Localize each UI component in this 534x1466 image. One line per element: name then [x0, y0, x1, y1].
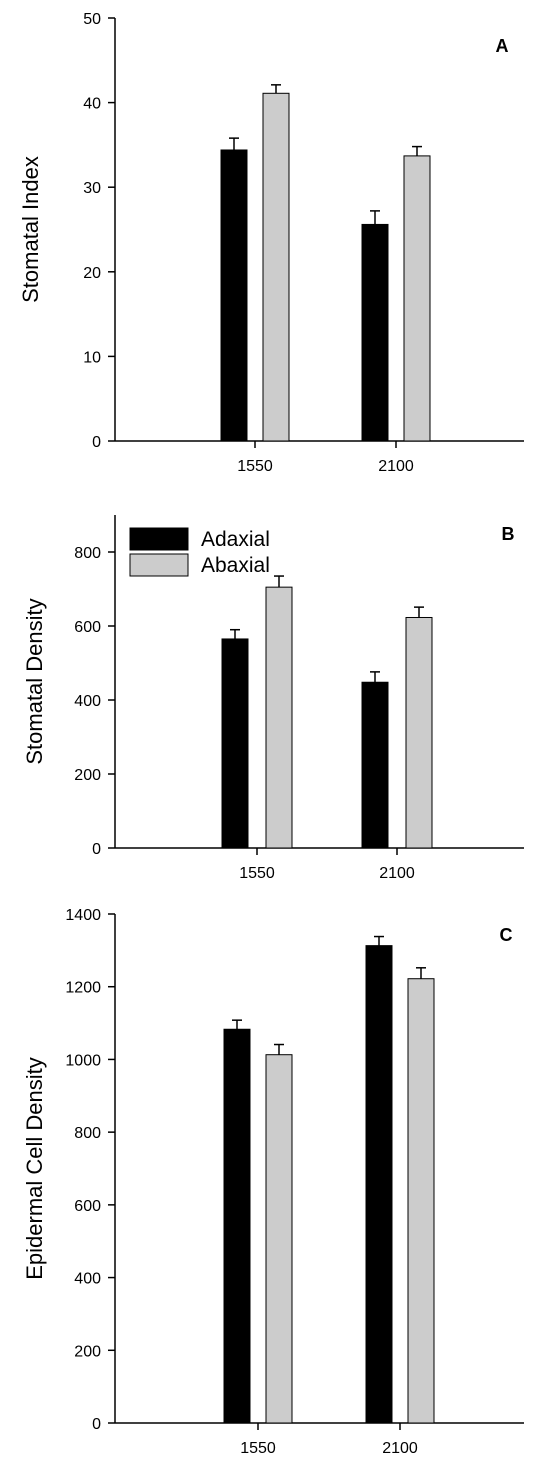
panel-letter: B [502, 524, 515, 544]
y-axis-title: Stomatal Density [22, 598, 47, 764]
bar-adaxial-2100 [361, 223, 389, 442]
bar-adaxial-1550 [220, 149, 248, 442]
y-tick-label: 1000 [65, 1052, 101, 1069]
y-tick-label: 50 [83, 11, 101, 28]
panel-letter: C [500, 925, 513, 945]
y-tick-label: 1200 [65, 980, 101, 997]
y-tick-label: 400 [74, 1271, 101, 1288]
y-axis-title: Epidermal Cell Density [22, 1057, 47, 1280]
y-tick-label: 20 [83, 265, 101, 282]
bar-abaxial-1550 [265, 1054, 293, 1424]
x-tick-label: 1550 [239, 865, 275, 882]
x-tick-label: 2100 [378, 458, 414, 475]
y-tick-label: 30 [83, 180, 101, 197]
panel-letter: A [496, 36, 509, 56]
y-tick-label: 800 [74, 1125, 101, 1142]
bar-abaxial-2100 [403, 155, 431, 442]
bar-adaxial-1550 [223, 1028, 251, 1424]
x-tick-label: 1550 [240, 1440, 276, 1457]
y-tick-label: 0 [92, 434, 101, 451]
legend-swatch-adaxial [129, 527, 189, 551]
legend-label-abaxial: Abaxial [201, 554, 270, 577]
bar-adaxial-1550 [221, 638, 249, 849]
legend: Adaxial Abaxial [129, 527, 270, 577]
y-tick-label: 0 [92, 1416, 101, 1433]
panel-b: 0 200 400 600 800 1550 2100 Stomatal Density B [22, 515, 524, 882]
bar-abaxial-2100 [407, 978, 435, 1424]
bar-adaxial-2100 [361, 681, 389, 849]
x-tick-label: 1550 [237, 458, 273, 475]
panel-c: 0 200 400 600 800 1000 1200 1400 1550 2100 Epiderm… [22, 907, 524, 1457]
legend-label-adaxial: Adaxial [201, 528, 270, 551]
y-tick-label: 400 [74, 693, 101, 710]
x-tick-label: 2100 [382, 1440, 418, 1457]
y-tick-label: 200 [74, 1343, 101, 1360]
y-tick-label: 600 [74, 1198, 101, 1215]
y-tick-label: 600 [74, 619, 101, 636]
y-tick-label: 10 [83, 349, 101, 366]
y-tick-label: 200 [74, 767, 101, 784]
y-axis-title: Stomatal Index [18, 156, 43, 303]
bar-abaxial-1550 [265, 586, 293, 849]
y-tick-label: 40 [83, 96, 101, 113]
legend-swatch-abaxial [129, 553, 189, 577]
y-tick-label: 800 [74, 545, 101, 562]
bar-abaxial-1550 [262, 92, 290, 442]
panel-a: 0 10 20 30 40 50 1550 2100 Stomatal Index A [18, 11, 524, 475]
y-tick-label: 0 [92, 841, 101, 858]
bar-adaxial-2100 [365, 945, 393, 1424]
y-tick-label: 1400 [65, 907, 101, 924]
bar-abaxial-2100 [405, 616, 433, 849]
x-tick-label: 2100 [379, 865, 415, 882]
